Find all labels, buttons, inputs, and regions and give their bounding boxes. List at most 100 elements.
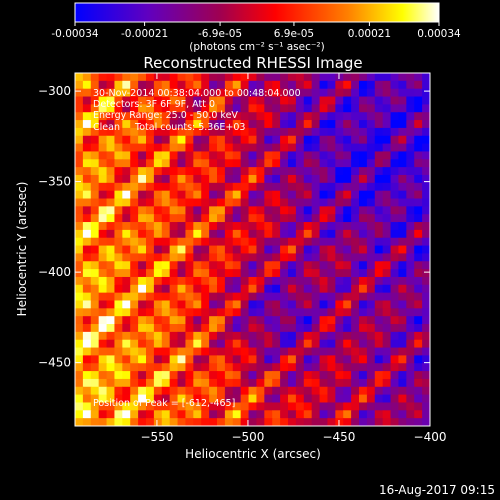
heatmap-cell bbox=[240, 135, 250, 145]
heatmap-cell bbox=[193, 261, 202, 270]
annotation-detectors: Detectors: 3F 6F 9F, Att 0 bbox=[93, 99, 215, 110]
heatmap-cell bbox=[374, 127, 384, 137]
heatmap-cell bbox=[248, 174, 258, 184]
heatmap-cell bbox=[351, 73, 360, 82]
heatmap-cell bbox=[319, 410, 329, 419]
heatmap-cell bbox=[201, 214, 210, 223]
heatmap-cell bbox=[106, 394, 116, 404]
heatmap-cell bbox=[335, 378, 344, 388]
heatmap-cell bbox=[146, 198, 155, 207]
heatmap-cell bbox=[232, 410, 242, 419]
heatmap-cell bbox=[327, 88, 336, 98]
heatmap-cell bbox=[240, 159, 250, 168]
heatmap-cell bbox=[335, 127, 344, 137]
heatmap-cell bbox=[106, 151, 116, 160]
heatmap-cell bbox=[146, 418, 155, 426]
y-tick-label: −400 bbox=[38, 265, 71, 279]
heatmap-cell bbox=[327, 261, 336, 270]
heatmap-cell bbox=[303, 394, 313, 404]
heatmap-cell bbox=[146, 292, 155, 302]
heatmap-cell bbox=[169, 88, 179, 98]
heatmap-cell bbox=[335, 135, 344, 145]
heatmap-cell bbox=[217, 324, 226, 333]
heatmap-cell bbox=[161, 151, 171, 160]
heatmap-cell bbox=[240, 112, 250, 121]
heatmap-cell bbox=[327, 410, 336, 419]
heatmap-cell bbox=[248, 127, 258, 137]
heatmap-cell bbox=[240, 355, 250, 364]
heatmap-cell bbox=[217, 245, 226, 255]
heatmap-cell bbox=[169, 394, 179, 404]
heatmap-cell bbox=[217, 159, 226, 168]
heatmap-cell bbox=[177, 182, 187, 192]
heatmap-cell bbox=[382, 394, 392, 404]
heatmap-cell bbox=[75, 159, 84, 168]
heatmap-cell bbox=[201, 135, 210, 145]
heatmap-cell bbox=[335, 104, 344, 113]
heatmap-cell bbox=[256, 418, 265, 426]
heatmap-cell bbox=[224, 190, 234, 200]
heatmap-cell bbox=[106, 190, 116, 200]
heatmap-cell bbox=[359, 96, 368, 105]
heatmap-cell bbox=[114, 324, 123, 333]
heatmap-cell bbox=[122, 206, 131, 215]
heatmap-cell bbox=[146, 112, 155, 121]
heatmap-cell bbox=[351, 237, 360, 247]
heatmap-cell bbox=[130, 261, 139, 270]
heatmap-cell bbox=[319, 96, 329, 105]
heatmap-cell bbox=[209, 410, 218, 419]
heatmap-cell bbox=[366, 159, 376, 168]
heatmap-cell bbox=[248, 331, 258, 341]
heatmap-cell bbox=[359, 378, 368, 388]
heatmap-cell bbox=[75, 316, 84, 325]
heatmap-cell bbox=[240, 316, 250, 325]
heatmap-cell bbox=[398, 127, 407, 137]
heatmap-cell bbox=[343, 386, 352, 396]
heatmap-cell bbox=[366, 222, 376, 231]
heatmap-cell bbox=[406, 316, 415, 325]
heatmap-cell bbox=[351, 104, 360, 113]
heatmap-cell bbox=[280, 214, 289, 223]
heatmap-cell bbox=[303, 418, 313, 426]
heatmap-cell bbox=[130, 143, 139, 153]
heatmap-cell bbox=[280, 331, 289, 341]
heatmap-cell bbox=[75, 308, 84, 317]
heatmap-cell bbox=[374, 80, 384, 90]
heatmap-cell bbox=[351, 198, 360, 207]
heatmap-cell bbox=[232, 80, 242, 90]
heatmap-cell bbox=[343, 284, 352, 294]
heatmap-cell bbox=[177, 253, 187, 262]
heatmap-cell bbox=[303, 363, 313, 372]
heatmap-cell bbox=[106, 355, 116, 364]
x-tick-label: −450 bbox=[322, 430, 355, 444]
heatmap-cell bbox=[122, 182, 131, 192]
heatmap-cell bbox=[232, 371, 242, 380]
heatmap-cell bbox=[114, 73, 123, 82]
colorbar-tick-label: 0.00021 bbox=[348, 28, 391, 40]
heatmap-cell bbox=[146, 151, 155, 160]
heatmap-cell bbox=[232, 245, 242, 255]
heatmap-cell bbox=[264, 104, 273, 113]
heatmap-cell bbox=[351, 120, 360, 129]
heatmap-cell bbox=[146, 363, 155, 372]
heatmap-cell bbox=[390, 182, 400, 192]
heatmap-cell bbox=[288, 292, 297, 302]
heatmap-cell bbox=[256, 253, 265, 262]
heatmap-cell bbox=[319, 339, 329, 349]
heatmap-cell bbox=[374, 167, 384, 176]
heatmap-cell bbox=[106, 331, 116, 341]
heatmap-cell bbox=[374, 135, 384, 145]
heatmap-cell bbox=[98, 198, 108, 207]
heatmap-cell bbox=[343, 143, 352, 153]
heatmap-cell bbox=[280, 418, 289, 426]
heatmap-cell bbox=[256, 347, 265, 356]
heatmap-cell bbox=[82, 143, 92, 153]
heatmap-cell bbox=[311, 112, 321, 121]
heatmap-cell bbox=[130, 104, 139, 113]
heatmap-cell bbox=[224, 120, 234, 129]
colorbar-tick-label: 0.00034 bbox=[417, 28, 461, 40]
heatmap-cell bbox=[374, 143, 384, 153]
heatmap-cell bbox=[114, 276, 123, 286]
heatmap-cell bbox=[382, 127, 392, 137]
heatmap-cell bbox=[272, 371, 281, 380]
